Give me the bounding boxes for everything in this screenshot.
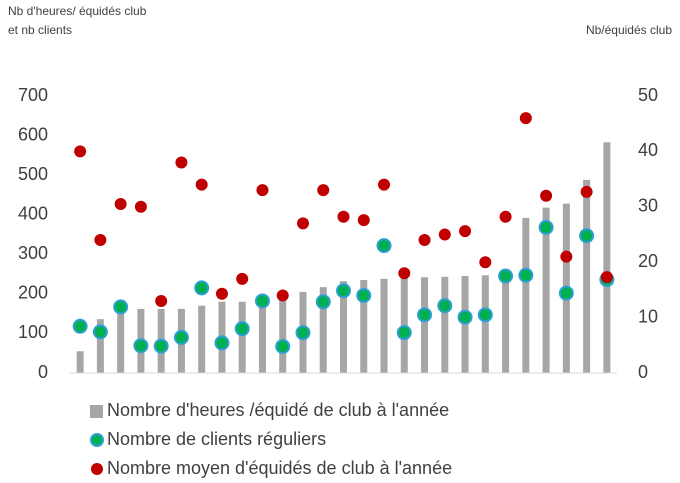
dot: [254, 293, 270, 309]
bar: [603, 142, 611, 373]
dot: [295, 325, 311, 341]
y2-tick-label: 10: [638, 306, 658, 326]
dot: [194, 280, 210, 296]
y2-tick-label: 0: [638, 362, 648, 382]
dot: [356, 287, 372, 303]
dot: [113, 299, 129, 315]
bar: [258, 299, 266, 373]
dot: [580, 185, 593, 198]
y2-tick-label: 40: [638, 140, 658, 160]
bar: [481, 275, 489, 373]
legend-swatch: [90, 405, 103, 418]
y-tick-label: 300: [18, 243, 48, 263]
dot: [579, 228, 595, 244]
legend-label: Nombre d'heures /équidé de club à l'anné…: [107, 400, 449, 420]
dot: [195, 178, 208, 191]
dot: [94, 234, 107, 247]
bar: [279, 297, 287, 373]
dot: [499, 210, 512, 223]
y-axis-title: Nb d'heures/ équidés club et nb clients: [8, 4, 147, 37]
dot: [560, 250, 573, 263]
y2-tick-label: 50: [638, 85, 658, 105]
legend-label: Nombre de clients réguliers: [107, 429, 326, 449]
dot: [236, 272, 249, 285]
dot: [437, 298, 453, 314]
y-tick-label: 700: [18, 85, 48, 105]
dot: [317, 184, 330, 197]
legend-swatch: [90, 433, 104, 447]
y2-axis-title: Nb/équidés club: [585, 23, 672, 37]
bar: [360, 280, 368, 373]
y-tick-label: 600: [18, 124, 48, 144]
y2-tick-label: 20: [638, 251, 658, 271]
dot: [276, 289, 289, 302]
y-tick-label: 400: [18, 203, 48, 223]
dot: [558, 285, 574, 301]
dot: [438, 228, 451, 241]
dot: [234, 321, 250, 337]
dot: [498, 268, 514, 284]
dot: [336, 283, 351, 299]
dot: [153, 338, 169, 354]
bar: [542, 207, 550, 373]
y-tick-label: 0: [38, 362, 48, 382]
dot: [519, 112, 532, 125]
bar: [583, 179, 591, 373]
bar: [441, 276, 449, 373]
dot: [114, 198, 127, 211]
dot: [315, 294, 331, 310]
dot: [214, 335, 230, 351]
bar: [421, 277, 429, 373]
dot: [376, 238, 392, 254]
y-tick-label: 200: [18, 283, 48, 303]
dot: [133, 338, 149, 354]
y-tick-label: 100: [18, 322, 48, 342]
dot: [417, 307, 433, 323]
dot: [540, 189, 553, 202]
bar: [340, 281, 347, 373]
dot: [256, 184, 269, 197]
dot: [74, 145, 87, 158]
dot: [477, 307, 493, 323]
dot: [600, 271, 613, 284]
bar: [96, 319, 104, 373]
dot: [459, 225, 472, 238]
bar: [319, 287, 327, 373]
bar: [502, 274, 510, 373]
legend-label: Nombre moyen d'équidés de club à l'année: [107, 458, 452, 478]
dot: [173, 329, 189, 345]
dot: [479, 256, 492, 269]
bar: [198, 305, 206, 373]
bar: [380, 278, 388, 373]
legend-swatch: [91, 463, 103, 475]
dot: [337, 210, 350, 223]
dot: [72, 318, 88, 334]
dot: [418, 234, 431, 247]
dot: [398, 267, 411, 280]
dot: [215, 287, 228, 300]
y-tick-label: 500: [18, 164, 48, 184]
dot: [155, 294, 168, 307]
dot: [92, 324, 108, 340]
bar: [522, 217, 530, 373]
bar: [76, 351, 84, 373]
y2-tick-label: 30: [638, 196, 658, 216]
dot: [538, 219, 554, 235]
dot: [357, 214, 370, 227]
dot: [134, 200, 147, 213]
dot: [378, 178, 391, 191]
bar: [238, 301, 246, 373]
dot: [275, 338, 291, 354]
bar: [117, 305, 125, 373]
dot: [296, 217, 309, 230]
dot: [518, 267, 534, 283]
dot: [457, 309, 473, 325]
dot: [175, 156, 188, 169]
dot: [396, 325, 412, 341]
